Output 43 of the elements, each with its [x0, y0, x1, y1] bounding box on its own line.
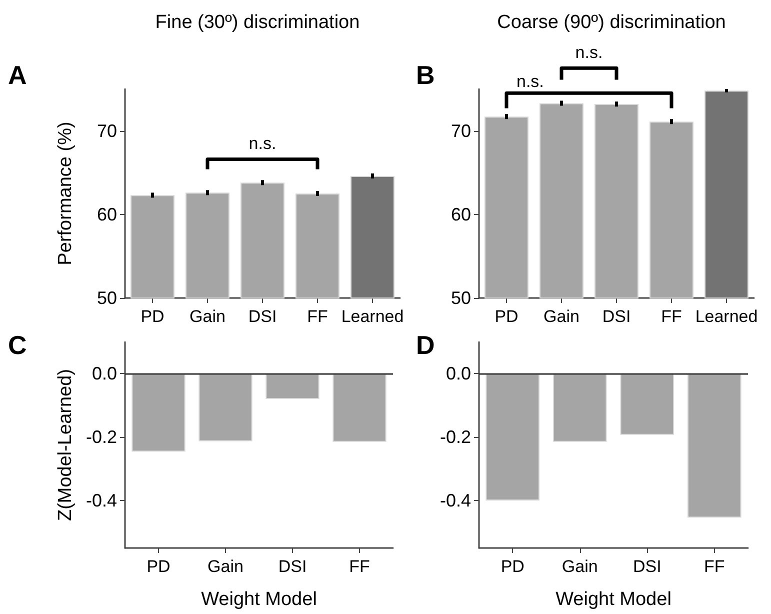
- y-tick-label: -0.4: [86, 490, 117, 510]
- chart-title: Coarse (90º) discrimination: [497, 12, 726, 33]
- x-tick-label: Learned: [341, 307, 404, 326]
- x-tick-label: Gain: [562, 557, 598, 576]
- annotation: n.s.: [516, 72, 544, 92]
- annotation: n.s.: [248, 134, 276, 154]
- text: A: [8, 60, 27, 91]
- x-axis-title: Weight Model: [201, 589, 317, 610]
- y-tick-label: 60: [96, 204, 117, 224]
- y-tick-label: -0.2: [440, 427, 471, 448]
- text: D: [416, 330, 435, 361]
- x-tick-label: DSI: [632, 557, 662, 576]
- x-tick-label: DSI: [278, 557, 307, 576]
- text: C: [8, 330, 27, 361]
- x-tick-label: DSI: [602, 307, 631, 326]
- x-tick-label: PD: [500, 557, 524, 576]
- y-axis-title: Z(Model-Learned): [55, 368, 76, 522]
- x-tick-label: DSI: [248, 307, 277, 326]
- y-tick-label: 50: [96, 288, 117, 308]
- x-tick-label: PD: [140, 307, 164, 326]
- x-tick-label: Gain: [190, 307, 226, 326]
- y-tick-label: 70: [96, 120, 117, 141]
- y-axis-title: Performance (%): [55, 122, 76, 266]
- y-tick-label: 50: [450, 288, 471, 308]
- y-tick-label: 60: [450, 204, 471, 224]
- x-tick-label: FF: [661, 307, 682, 326]
- x-tick-label: FF: [307, 307, 328, 326]
- x-tick-label: FF: [704, 557, 725, 576]
- y-tick-label: 0.0: [92, 364, 117, 384]
- text: B: [416, 60, 435, 91]
- chart-title: Fine (30º) discrimination: [155, 12, 360, 33]
- y-tick-label: -0.2: [86, 427, 117, 448]
- x-tick-label: FF: [349, 557, 370, 576]
- y-tick-label: 70: [450, 120, 471, 141]
- x-tick-label: PD: [494, 307, 518, 326]
- x-tick-label: PD: [146, 557, 170, 576]
- x-tick-label: Gain: [208, 557, 244, 576]
- y-tick-label: -0.4: [440, 490, 471, 510]
- x-tick-label: Gain: [544, 307, 580, 326]
- x-axis-title: Weight Model: [556, 589, 672, 610]
- text: n.s.: [575, 43, 603, 62]
- x-tick-label: Learned: [695, 307, 758, 326]
- y-tick-label: 0.0: [446, 364, 471, 384]
